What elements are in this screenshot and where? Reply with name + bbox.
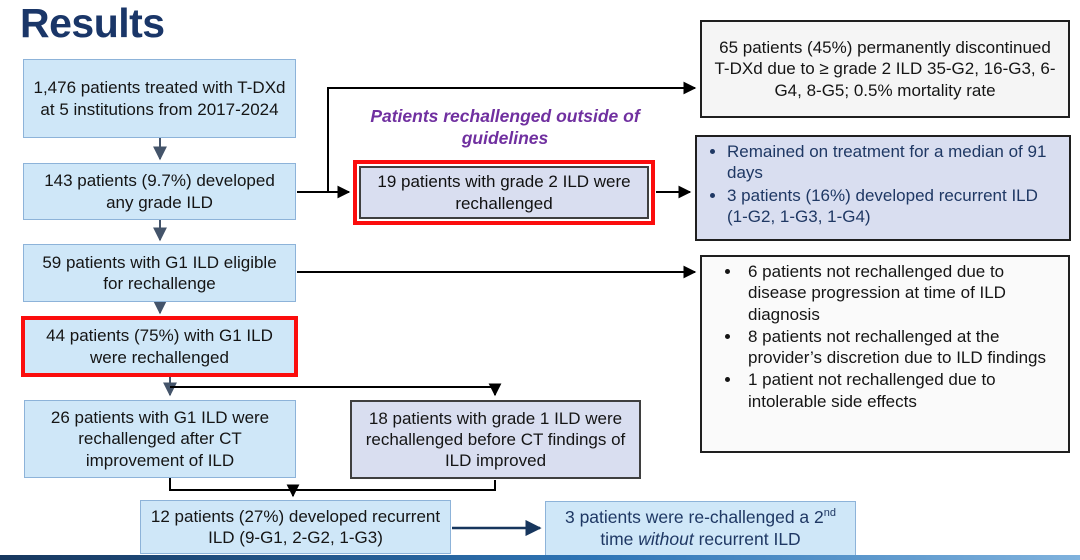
box-not-rechallenged: 6 patients not rechallenged due to disea… [700,255,1070,453]
box-12-recurrent: 12 patients (27%) developed recurrent IL… [140,500,451,554]
second-rechallenge-part1: 3 patients were re-challenged a 2 [564,506,824,527]
box-discontinued: 65 patients (45%) permanently discontinu… [700,20,1070,118]
arrow-44-to-18 [170,383,502,397]
box-3-second-rechallenge: 3 patients were re-challenged a 2nd time… [545,501,856,556]
page-title: Results [20,0,165,46]
second-rechallenge-sup: nd [823,506,837,519]
slide-bottom-accent-bar [0,555,1080,560]
remained-bullet-list: Remained on treatment for a median of 91… [703,141,1059,227]
box-26-after-ct: 26 patients with G1 ILD were rechallenge… [24,400,296,478]
remained-bullet: 3 patients (16%) developed recurrent ILD… [727,185,1059,228]
box-44-rechallenged: 44 patients (75%) with G1 ILD were recha… [21,316,298,377]
second-rechallenge-part2: time [600,528,639,549]
box-19-rechallenged-wrapper: 19 patients with grade 2 ILD were rechal… [353,160,655,225]
not-rechallenged-bullet: 1 patient not rechallenged due to intole… [742,369,1058,412]
box-19-rechallenged: 19 patients with grade 2 ILD were rechal… [359,166,649,219]
box-treated: 1,476 patients treated with T-DXd at 5 i… [23,59,296,138]
remained-bullet: Remained on treatment for a median of 91… [727,141,1059,184]
not-rechallenged-bullet: 6 patients not rechallenged due to disea… [742,261,1058,325]
box-eligible: 59 patients with G1 ILD eligible for rec… [23,244,296,302]
box-remained: Remained on treatment for a median of 91… [695,135,1071,241]
box-18-before-ct: 18 patients with grade 1 ILD were rechal… [350,400,641,479]
connector-converge [169,478,496,491]
second-rechallenge-text: 3 patients were re-challenged a 2nd time… [554,507,847,551]
not-rechallenged-bullet-list: 6 patients not rechallenged due to disea… [708,261,1058,412]
second-rechallenge-italic: without [638,528,694,549]
outside-guidelines-label: Patients rechallenged outside of guideli… [370,106,640,148]
second-rechallenge-part3: recurrent ILD [693,528,801,549]
box-any-grade-ild: 143 patients (9.7%) developed any grade … [23,163,296,220]
not-rechallenged-bullet: 8 patients not rechallenged at the provi… [742,326,1058,369]
